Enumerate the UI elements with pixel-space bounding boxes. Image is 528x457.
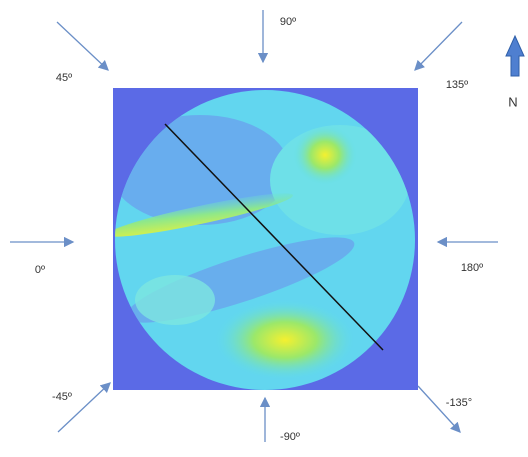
diagram: 90º 45º 135º 0º 180º -45º -135° -90º N <box>0 0 528 457</box>
angle-label: 180º <box>461 262 483 274</box>
angle-label: 90º <box>280 16 296 28</box>
arrow <box>415 22 462 70</box>
arrow <box>418 386 460 432</box>
heatmap <box>105 88 418 390</box>
angle-label: 0º <box>35 264 45 276</box>
angle-label: -135° <box>446 397 472 409</box>
angle-label: -45º <box>52 391 72 403</box>
angle-label: 135º <box>446 79 468 91</box>
angle-label: 45º <box>56 72 72 84</box>
north-arrow <box>506 36 524 76</box>
arrow <box>57 22 108 70</box>
angle-label: -90º <box>280 431 300 443</box>
north-label: N <box>508 94 517 109</box>
